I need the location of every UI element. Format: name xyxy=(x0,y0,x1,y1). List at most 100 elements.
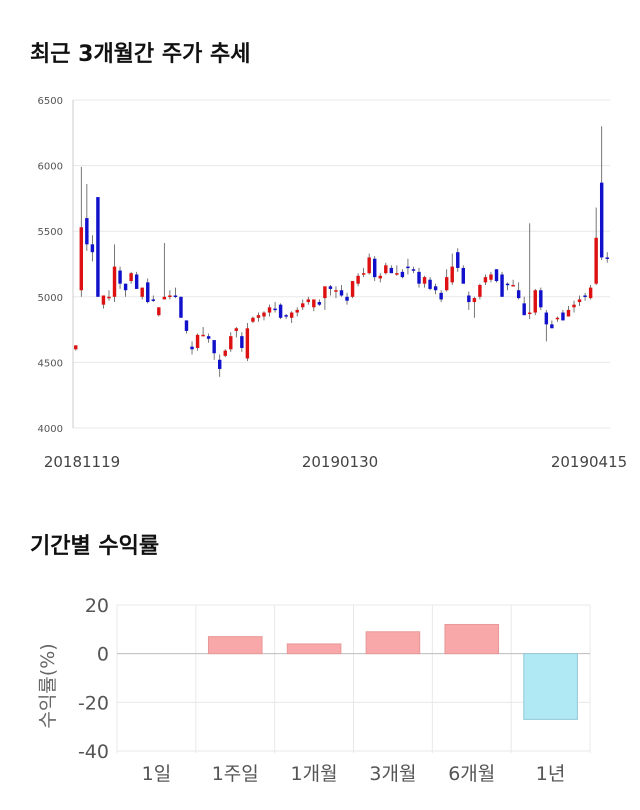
candle-body xyxy=(367,257,371,274)
return-x-tick-label: 6개월 xyxy=(448,763,495,785)
candle-body xyxy=(278,304,283,318)
candle-body xyxy=(472,298,477,303)
candle-body xyxy=(289,312,294,318)
candle-body xyxy=(107,296,111,299)
candle-body xyxy=(522,303,526,316)
candle-body xyxy=(572,304,576,308)
candle-body xyxy=(334,290,338,292)
candle-body xyxy=(151,299,155,301)
candle-body xyxy=(594,237,598,284)
candle-body xyxy=(561,312,565,321)
price-x-tick-label: 20190415 xyxy=(551,453,627,471)
candle-body xyxy=(450,266,454,283)
candle-body xyxy=(190,346,194,350)
return-bar-chart: 20 0 -20 -40 1일 1주일 1개월 3개월 6개월 1년 수익률(%) xyxy=(37,595,591,785)
candle-body xyxy=(478,284,482,297)
candle-body xyxy=(306,299,310,303)
candle-body xyxy=(317,302,322,305)
return-y-tick-label: -20 xyxy=(78,692,109,714)
candle-body xyxy=(256,315,261,318)
candle-body xyxy=(284,315,288,317)
candle-body xyxy=(566,309,571,317)
candle-body xyxy=(90,244,95,253)
candle-body xyxy=(273,308,277,311)
candle-body xyxy=(533,290,537,313)
candle-body xyxy=(500,274,504,297)
candle-body xyxy=(384,265,388,274)
candle-body xyxy=(599,182,604,258)
candle-body xyxy=(229,336,233,350)
candle-body xyxy=(96,197,100,297)
price-y-tick-label: 5500 xyxy=(38,227,63,238)
return-x-tick-label: 1일 xyxy=(142,763,172,785)
candle-body xyxy=(577,299,582,303)
candle-body xyxy=(201,334,205,337)
candle-body xyxy=(406,266,410,269)
candle-body xyxy=(505,283,510,286)
price-chart-title: 최근 3개월간 주가 추세 xyxy=(30,42,251,67)
candle-body xyxy=(223,350,227,356)
candle-body xyxy=(494,269,499,282)
candle-body xyxy=(516,290,521,299)
candle-body xyxy=(339,290,344,296)
candle-body xyxy=(206,336,211,339)
return-bar xyxy=(286,643,342,655)
candle-body xyxy=(428,279,432,289)
candle-body xyxy=(112,266,117,297)
candle-body xyxy=(422,277,427,284)
candle-body xyxy=(400,271,405,278)
candle-body xyxy=(544,312,549,325)
candle-body xyxy=(118,270,122,284)
candle-body xyxy=(605,257,609,259)
candle-body xyxy=(234,328,239,331)
return-bar xyxy=(365,631,421,655)
candle-body xyxy=(173,295,178,297)
candle-body xyxy=(539,290,543,308)
price-y-tick-label: 6000 xyxy=(38,162,63,173)
candle-body xyxy=(251,317,255,322)
candle-body xyxy=(550,324,554,329)
candle-body xyxy=(467,295,471,303)
candle-body xyxy=(146,282,150,303)
candle-body xyxy=(389,267,394,274)
candle-body xyxy=(555,317,560,320)
return-x-tick-label: 1개월 xyxy=(291,763,338,785)
candle-body xyxy=(212,340,216,354)
candle-body xyxy=(101,295,106,305)
return-bar xyxy=(523,653,578,720)
candle-body xyxy=(179,296,183,318)
candle-body xyxy=(262,312,266,317)
candle-body xyxy=(439,292,443,300)
price-y-tick-label: 6500 xyxy=(38,96,63,107)
candle-body xyxy=(411,269,416,271)
return-bar xyxy=(444,623,500,655)
candle-body xyxy=(240,336,244,348)
candle-body xyxy=(350,281,355,297)
candle-body xyxy=(74,345,78,350)
return-y-tick-label: 20 xyxy=(85,595,109,617)
return-y-tick-label: -40 xyxy=(78,741,109,763)
return-x-tick-label: 1주일 xyxy=(212,763,259,785)
return-y-tick-label: 0 xyxy=(97,644,109,666)
candle-body xyxy=(361,273,366,275)
candle-body xyxy=(511,284,515,287)
candle-body xyxy=(456,252,460,268)
price-candlestick-chart: 4000 4500 5000 5500 6000 6500 20181119 20190130… xyxy=(38,96,628,471)
candle-body xyxy=(461,267,466,284)
price-y-tick-label: 4500 xyxy=(38,358,63,369)
price-y-tick-label: 4000 xyxy=(38,424,63,435)
candle-body xyxy=(312,299,316,308)
return-x-tick-label: 3개월 xyxy=(369,763,416,785)
candle-body xyxy=(85,218,89,245)
candle-body xyxy=(157,307,161,316)
candle-body xyxy=(489,274,493,280)
candle-body xyxy=(267,307,272,313)
candle-body xyxy=(483,277,488,283)
candle-body xyxy=(528,312,532,315)
candle-body xyxy=(417,271,421,284)
candle-body xyxy=(328,286,333,289)
return-x-tick-label: 1년 xyxy=(536,763,566,785)
candle-body xyxy=(140,287,144,297)
price-y-tick-label: 5000 xyxy=(38,293,63,304)
return-y-axis-label: 수익률(%) xyxy=(37,643,59,728)
